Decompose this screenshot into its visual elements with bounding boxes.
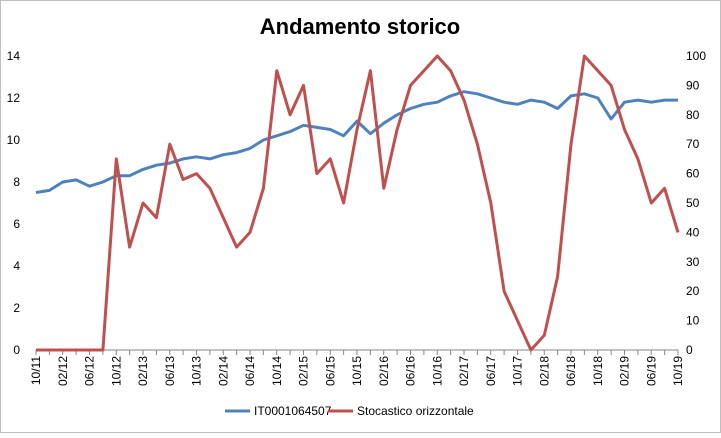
y-tick-label: 10 bbox=[7, 133, 21, 147]
y2-tick-label: 10 bbox=[686, 314, 700, 328]
x-tick-label: 02/14 bbox=[216, 356, 230, 386]
y2-tick-label: 60 bbox=[686, 167, 700, 181]
y-tick-label: 4 bbox=[13, 259, 20, 273]
y-tick-label: 2 bbox=[13, 301, 20, 315]
x-tick-label: 10/12 bbox=[109, 356, 123, 386]
x-tick-label: 02/18 bbox=[537, 356, 551, 386]
y2-tick-label: 70 bbox=[686, 137, 700, 151]
x-tick-label: 10/14 bbox=[270, 356, 284, 386]
x-tick-label: 06/19 bbox=[644, 356, 658, 386]
x-tick-label: 02/15 bbox=[297, 356, 311, 386]
y2-tick-label: 100 bbox=[686, 49, 706, 63]
x-tick-label: 06/17 bbox=[484, 356, 498, 386]
y-tick-label: 14 bbox=[7, 49, 21, 63]
x-tick-label: 10/18 bbox=[591, 356, 605, 386]
y2-tick-label: 90 bbox=[686, 78, 700, 92]
x-tick-label: 06/14 bbox=[243, 356, 257, 386]
x-tick-label: 10/11 bbox=[29, 356, 43, 385]
x-tick-label: 10/15 bbox=[350, 356, 364, 386]
y-tick-label: 12 bbox=[7, 91, 21, 105]
series-line bbox=[36, 54, 680, 352]
x-tick-label: 10/13 bbox=[190, 356, 204, 386]
series-line bbox=[35, 90, 678, 194]
x-tick-label: 06/15 bbox=[323, 356, 337, 386]
legend-label: IT0001064507 bbox=[254, 404, 332, 418]
x-tick-label: 02/16 bbox=[377, 356, 391, 386]
y-tick-label: 6 bbox=[13, 217, 20, 231]
x-tick-label: 02/17 bbox=[457, 356, 471, 386]
x-tick-label: 02/13 bbox=[136, 356, 150, 386]
y2-tick-label: 80 bbox=[686, 108, 700, 122]
x-tick-label: 10/16 bbox=[430, 356, 444, 386]
y2-tick-label: 20 bbox=[686, 284, 700, 298]
y2-tick-label: 50 bbox=[686, 196, 700, 210]
x-tick-label: 06/12 bbox=[83, 356, 97, 386]
x-tick-label: 02/19 bbox=[618, 356, 632, 386]
y-tick-label: 8 bbox=[13, 175, 20, 189]
y-tick-label: 0 bbox=[13, 343, 20, 357]
legend-label: Stocastico orizzontale bbox=[357, 404, 474, 418]
x-tick-label: 06/16 bbox=[404, 356, 418, 386]
x-tick-label: 02/12 bbox=[56, 356, 70, 386]
x-tick-label: 10/17 bbox=[511, 356, 525, 386]
y2-tick-label: 40 bbox=[686, 225, 700, 239]
y2-tick-label: 0 bbox=[686, 343, 693, 357]
x-tick-label: 06/13 bbox=[163, 356, 177, 386]
chart-title: Andamento storico bbox=[260, 14, 460, 39]
x-tick-label: 10/19 bbox=[671, 356, 685, 386]
x-tick-label: 06/18 bbox=[564, 356, 578, 386]
y2-tick-label: 30 bbox=[686, 255, 700, 269]
